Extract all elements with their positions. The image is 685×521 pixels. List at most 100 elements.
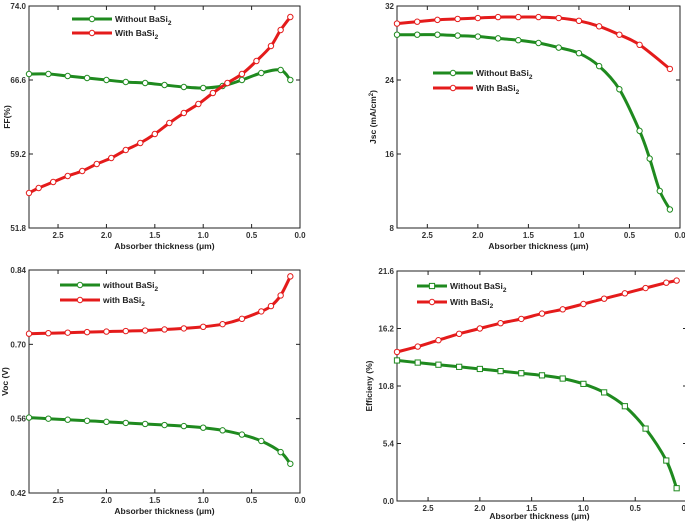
data-point xyxy=(166,119,173,127)
data-point xyxy=(108,154,115,162)
chart-voc: 2.5 2.0 1.5 1.0 0.5 0.0 0.42 0.56 0.70 0.84 Absorb… xyxy=(0,266,306,516)
data-point xyxy=(180,422,188,430)
data-point xyxy=(267,42,275,50)
y-tick-label: 5.4 xyxy=(383,440,395,449)
data-point xyxy=(663,279,670,286)
y-tick-label: 0.0 xyxy=(383,497,395,506)
data-point xyxy=(83,74,91,82)
legend-marker xyxy=(88,15,96,23)
series-with-basi2 xyxy=(25,13,294,197)
data-point xyxy=(666,65,674,73)
data-point xyxy=(476,365,483,373)
x-tick-label: 1.0 xyxy=(578,504,590,513)
data-point xyxy=(580,380,587,387)
data-point xyxy=(494,13,502,21)
y-tick-label: 10.8 xyxy=(378,382,394,391)
data-point xyxy=(277,26,284,34)
series-without-basi2 xyxy=(393,31,674,213)
data-point xyxy=(673,277,680,284)
x-tick-label: 1.0 xyxy=(198,231,210,240)
data-point xyxy=(600,295,608,302)
data-point xyxy=(476,325,484,332)
data-point xyxy=(518,370,525,377)
data-point xyxy=(180,83,188,91)
y-tick-label: 0.84 xyxy=(10,266,26,275)
data-point xyxy=(673,485,680,492)
plot-frame xyxy=(28,5,301,229)
data-point xyxy=(122,419,129,427)
data-point xyxy=(103,328,110,335)
data-point xyxy=(515,37,522,44)
legend-entry: without BaSi2 xyxy=(60,280,158,293)
series-without-basi2 xyxy=(25,66,294,92)
data-point xyxy=(45,70,52,78)
data-point xyxy=(25,189,33,197)
x-axis-label: Absorber thickness (μm) xyxy=(114,506,214,516)
chart-jsc: 2.5 2.0 1.5 1.0 0.5 0.0 8 16 24 32 Absorber thickn… xyxy=(368,2,685,251)
data-point xyxy=(141,79,149,87)
data-point xyxy=(287,460,294,467)
data-point xyxy=(497,367,504,375)
data-point xyxy=(83,328,91,336)
y-tick-label: 0.70 xyxy=(10,340,26,349)
legend-label: without BaSi2 xyxy=(102,280,158,293)
y-tick-label: 66.6 xyxy=(10,76,26,85)
data-point xyxy=(454,32,461,39)
data-point xyxy=(103,418,110,426)
data-point xyxy=(267,302,275,310)
data-point xyxy=(200,323,207,331)
data-point xyxy=(122,146,129,154)
data-point xyxy=(200,424,207,431)
data-point xyxy=(616,86,623,93)
x-tick-label: 2.5 xyxy=(52,231,64,240)
data-point xyxy=(575,17,583,24)
data-point xyxy=(287,76,294,84)
data-point xyxy=(434,31,441,38)
data-point xyxy=(161,81,168,89)
data-point xyxy=(535,39,542,47)
data-point xyxy=(25,414,33,421)
data-point xyxy=(238,76,246,84)
data-point xyxy=(219,320,226,328)
x-tick-label: 0.5 xyxy=(246,496,258,505)
data-point xyxy=(494,35,502,42)
data-point xyxy=(258,69,265,77)
data-point xyxy=(253,57,260,65)
series-line xyxy=(397,33,672,211)
data-point xyxy=(161,421,168,429)
data-point xyxy=(555,14,562,22)
series-without-basi2 xyxy=(25,414,294,467)
data-point xyxy=(209,89,217,97)
data-point xyxy=(25,330,33,337)
y-tick-label: 74.0 xyxy=(10,2,26,11)
y-tick-label: 24 xyxy=(385,76,394,85)
legend-label: with BaSi2 xyxy=(102,295,145,308)
legend-label: Without BaSi2 xyxy=(476,68,533,81)
data-point xyxy=(621,403,628,410)
data-point xyxy=(180,109,188,117)
y-axis-label: Efficieny (%) xyxy=(364,360,374,411)
series-line xyxy=(28,16,292,195)
data-point xyxy=(287,13,294,21)
data-point xyxy=(538,372,546,379)
data-point xyxy=(64,416,71,423)
legend-marker xyxy=(428,282,436,290)
data-point xyxy=(535,13,542,21)
data-point xyxy=(636,41,643,49)
y-axis-label: Jsc (mA/cm2) xyxy=(368,90,378,144)
data-point xyxy=(663,457,670,464)
data-point xyxy=(414,343,421,350)
data-point xyxy=(238,431,246,438)
data-point xyxy=(83,417,91,424)
legend-entry: Without BaSi2 xyxy=(417,281,507,294)
data-point xyxy=(595,23,603,30)
x-tick-label: 1.0 xyxy=(573,231,585,240)
data-point xyxy=(180,325,188,332)
x-tick-label: 1.5 xyxy=(523,231,535,240)
data-point xyxy=(224,79,231,87)
legend-label: With BaSi2 xyxy=(476,83,520,96)
y-axis-label: Voc (V) xyxy=(0,367,10,396)
data-point xyxy=(49,178,57,186)
legend-marker xyxy=(88,29,96,37)
